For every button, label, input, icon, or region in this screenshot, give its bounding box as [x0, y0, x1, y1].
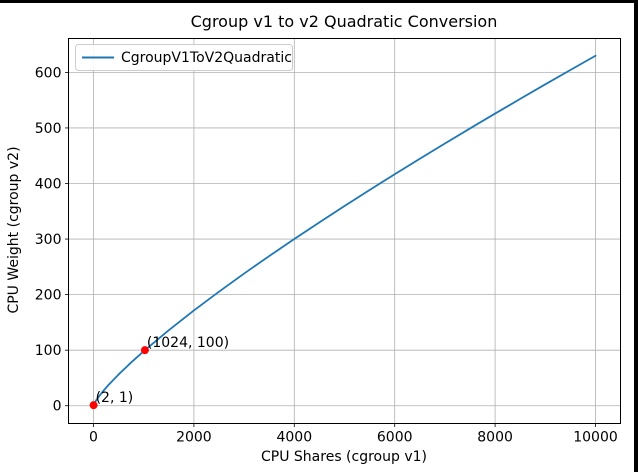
y-tick-labels: 0 100 200 300 400 500 600 — [35, 65, 62, 414]
window-edge-right — [634, 0, 638, 472]
y-tick-label: 300 — [35, 232, 62, 248]
point-annotation: (1024, 100) — [147, 335, 229, 351]
y-tick-label: 500 — [35, 121, 62, 137]
legend-box — [75, 44, 293, 71]
y-tick-label: 400 — [35, 177, 62, 193]
chart-title: Cgroup v1 to v2 Quadratic Conversion — [191, 12, 498, 31]
data-point-markers: (2, 1) (1024, 100) — [89, 335, 229, 410]
y-tick-label: 0 — [53, 399, 62, 415]
x-tick-label: 0 — [89, 430, 98, 446]
axes-frame — [68, 38, 621, 424]
annotated-point-marker — [140, 346, 149, 355]
x-tick-label: 6000 — [377, 430, 413, 446]
annotated-point-marker — [89, 401, 98, 410]
y-tick-label: 100 — [35, 343, 62, 359]
x-tick-label: 8000 — [477, 430, 513, 446]
tick-marks — [65, 71, 596, 427]
legend: CgroupV1ToV2Quadratic — [75, 44, 293, 71]
y-tick-label: 600 — [35, 65, 62, 81]
x-tick-label: 4000 — [276, 430, 312, 446]
x-tick-label: 2000 — [176, 430, 212, 446]
y-tick-label: 200 — [35, 288, 62, 304]
point-annotation: (2, 1) — [96, 390, 134, 406]
conversion-curve — [92, 54, 597, 407]
gridlines — [68, 38, 621, 424]
x-tick-labels: 0 2000 4000 6000 8000 10000 — [89, 430, 618, 446]
window-edge-top — [0, 0, 638, 3]
x-tick-label: 10000 — [573, 430, 618, 446]
x-axis-label: CPU Shares (cgroup v1) — [261, 449, 427, 465]
y-axis-label: CPU Weight (cgroup v2) — [6, 146, 22, 313]
legend-entry-label: CgroupV1ToV2Quadratic — [121, 50, 292, 66]
